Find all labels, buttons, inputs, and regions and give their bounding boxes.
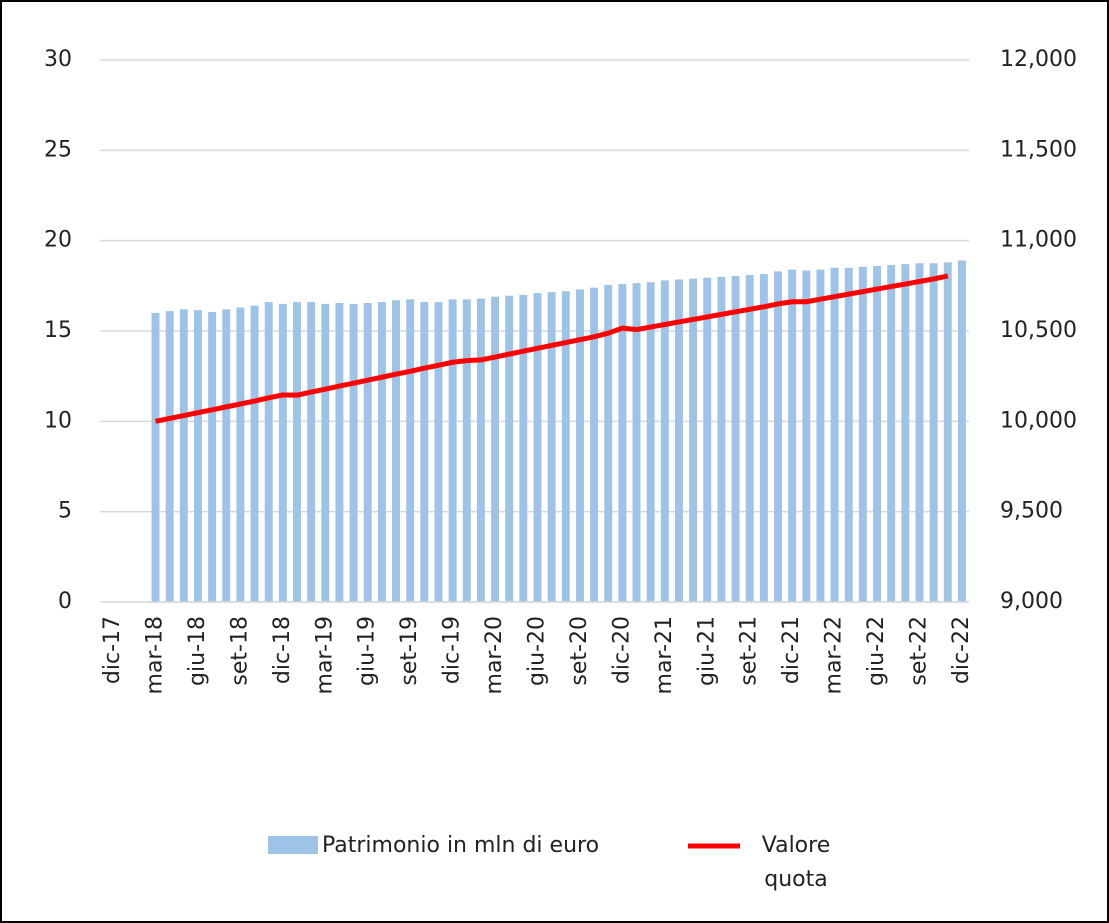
- bar: [406, 299, 415, 602]
- x-tick-label: dic-18: [270, 616, 295, 684]
- bar: [505, 295, 514, 602]
- bar: [887, 265, 896, 602]
- y2-tick-label: 10,000: [1000, 408, 1077, 433]
- bar: [547, 292, 556, 602]
- x-tick-label: set-22: [906, 616, 931, 686]
- bar: [590, 287, 599, 602]
- bar: [844, 267, 853, 602]
- bar: [321, 303, 330, 602]
- bar: [434, 302, 443, 602]
- bar: [476, 298, 485, 602]
- y2-tick-label: 9,000: [1000, 589, 1063, 614]
- bar: [179, 309, 188, 602]
- bar: [873, 265, 882, 602]
- bar: [561, 291, 570, 602]
- bar: [575, 289, 584, 602]
- bar: [307, 302, 316, 602]
- bar: [420, 302, 429, 602]
- x-tick-label: mar-19: [312, 616, 337, 694]
- y-tick-label: 5: [58, 499, 72, 524]
- bar: [392, 300, 400, 602]
- bar: [618, 284, 627, 602]
- x-tick-label: giu-20: [525, 616, 550, 686]
- bar: [208, 312, 217, 602]
- bar: [915, 263, 924, 602]
- y-tick-label: 30: [44, 47, 72, 72]
- y2-tick-label: 9,500: [1000, 499, 1063, 524]
- bar: [717, 276, 726, 602]
- x-tick-label: giu-21: [694, 616, 719, 686]
- bar: [943, 262, 952, 602]
- y2-tick-label: 11,000: [1000, 228, 1077, 253]
- legend-label: Patrimonio in mln di euro: [322, 833, 599, 858]
- x-tick-label: giu-18: [185, 616, 210, 686]
- x-tick-label: dic-17: [100, 616, 125, 684]
- bar: [675, 279, 683, 602]
- bar: [830, 267, 839, 602]
- bar: [774, 271, 782, 602]
- bar: [349, 303, 358, 602]
- legend-swatch: [268, 836, 318, 854]
- y-tick-label: 25: [44, 137, 72, 162]
- x-tick-label: mar-18: [143, 616, 168, 694]
- y2-tick-label: 11,500: [1000, 137, 1077, 162]
- bar: [377, 302, 386, 602]
- bar: [222, 309, 231, 602]
- bar: [363, 302, 372, 602]
- bar: [901, 264, 910, 602]
- bar: [788, 269, 797, 602]
- bar: [660, 280, 669, 602]
- bar: [745, 274, 754, 602]
- bar: [689, 278, 698, 602]
- y2-tick-label: 12,000: [1000, 47, 1077, 72]
- line: [155, 273, 949, 424]
- x-tick-label: dic-20: [609, 616, 634, 684]
- bar: [448, 299, 457, 602]
- bar: [193, 310, 202, 602]
- x-tick-label: giu-19: [355, 616, 380, 686]
- x-tick-label: dic-21: [779, 616, 804, 684]
- bar: [165, 311, 174, 602]
- bar: [462, 299, 471, 602]
- bar: [293, 302, 301, 602]
- bar: [816, 269, 825, 602]
- bar: [646, 282, 655, 602]
- bar: [335, 302, 344, 602]
- bar: [731, 275, 740, 602]
- x-tick-label: mar-20: [482, 616, 507, 694]
- x-tick-label: set-20: [567, 616, 592, 686]
- bar: [264, 302, 273, 602]
- bar: [858, 266, 867, 602]
- bar: [703, 277, 712, 602]
- bar: [250, 305, 259, 602]
- y-tick-label: 0: [58, 589, 72, 614]
- bar: [802, 270, 811, 602]
- y-tick-label: 20: [44, 228, 72, 253]
- bar: [759, 274, 768, 602]
- legend-label: Valore quota: [762, 833, 831, 892]
- y-tick-label: 10: [44, 408, 72, 433]
- bar: [929, 263, 938, 602]
- x-tick-label: set-21: [737, 616, 762, 686]
- bar: [151, 312, 160, 602]
- x-tick-label: mar-22: [822, 616, 847, 694]
- y-tick-label: 15: [44, 318, 72, 343]
- x-tick-label: set-19: [397, 616, 422, 686]
- bar: [533, 293, 542, 602]
- bar: [519, 294, 528, 602]
- x-tick-label: dic-19: [440, 616, 465, 684]
- bar: [236, 307, 245, 602]
- x-tick-label: mar-21: [652, 616, 677, 694]
- bar: [278, 303, 287, 602]
- x-tick-label: set-18: [227, 616, 252, 686]
- bar: [957, 260, 966, 602]
- bar: [604, 284, 613, 602]
- bar: [632, 283, 641, 602]
- y2-tick-label: 10,500: [1000, 318, 1077, 343]
- x-tick-label: dic-22: [949, 616, 974, 684]
- bar: [491, 296, 500, 602]
- x-tick-label: giu-22: [864, 616, 889, 686]
